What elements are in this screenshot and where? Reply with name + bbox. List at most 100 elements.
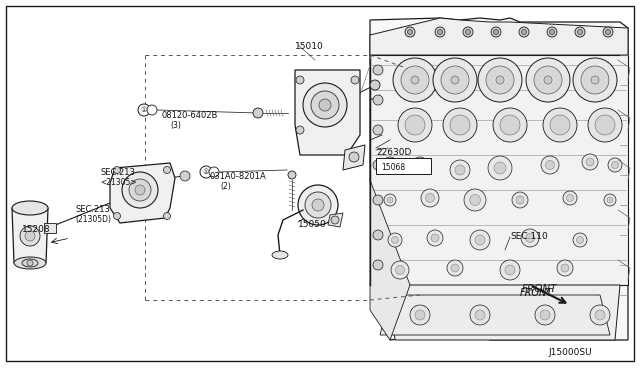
Circle shape [450, 160, 470, 180]
Circle shape [288, 171, 296, 179]
Circle shape [607, 197, 613, 203]
Circle shape [296, 76, 304, 84]
Circle shape [535, 305, 555, 325]
Text: 22630D: 22630D [376, 148, 412, 157]
Circle shape [491, 27, 501, 37]
Text: (21305D): (21305D) [75, 215, 111, 224]
Circle shape [561, 264, 569, 272]
Polygon shape [370, 18, 628, 340]
Circle shape [519, 27, 529, 37]
Circle shape [470, 195, 481, 205]
Circle shape [25, 231, 35, 241]
Circle shape [396, 266, 404, 275]
Ellipse shape [14, 257, 46, 269]
Circle shape [566, 195, 573, 202]
Text: 15050: 15050 [298, 220, 327, 229]
Circle shape [545, 160, 554, 170]
Circle shape [541, 156, 559, 174]
Circle shape [577, 237, 584, 244]
Polygon shape [110, 163, 175, 223]
Circle shape [450, 115, 470, 135]
Circle shape [412, 157, 428, 173]
Ellipse shape [22, 259, 38, 267]
Circle shape [392, 237, 399, 244]
Circle shape [603, 27, 613, 37]
Circle shape [604, 194, 616, 206]
Text: 031A0-8201A: 031A0-8201A [210, 172, 267, 181]
Circle shape [113, 167, 120, 173]
Circle shape [435, 27, 445, 37]
Circle shape [534, 66, 562, 94]
Text: <21305>: <21305> [100, 178, 136, 187]
Ellipse shape [12, 201, 48, 215]
Circle shape [563, 191, 577, 205]
Circle shape [591, 76, 599, 84]
Circle shape [441, 66, 469, 94]
Circle shape [526, 58, 570, 102]
Circle shape [550, 115, 570, 135]
Circle shape [373, 160, 383, 170]
Circle shape [543, 108, 577, 142]
Circle shape [512, 192, 528, 208]
Circle shape [486, 66, 514, 94]
Circle shape [505, 265, 515, 275]
Circle shape [463, 27, 473, 37]
Circle shape [573, 58, 617, 102]
Circle shape [525, 234, 534, 243]
Circle shape [595, 115, 615, 135]
Polygon shape [380, 295, 610, 335]
Circle shape [573, 233, 587, 247]
Text: 08120-6402B: 08120-6402B [162, 111, 218, 120]
Circle shape [493, 108, 527, 142]
Text: J15000SU: J15000SU [548, 348, 591, 357]
Circle shape [373, 230, 383, 240]
Circle shape [349, 152, 359, 162]
Polygon shape [328, 213, 343, 227]
Text: FRONT: FRONT [522, 284, 557, 294]
Circle shape [388, 233, 402, 247]
Circle shape [411, 76, 419, 84]
Circle shape [387, 197, 393, 203]
Circle shape [516, 196, 524, 204]
Circle shape [451, 264, 459, 272]
Circle shape [443, 108, 477, 142]
Circle shape [581, 66, 609, 94]
Circle shape [319, 99, 331, 111]
Circle shape [113, 212, 120, 219]
Circle shape [590, 305, 610, 325]
Circle shape [20, 226, 40, 246]
Circle shape [494, 162, 506, 174]
Circle shape [373, 95, 383, 105]
Polygon shape [12, 208, 48, 263]
Text: FRONT: FRONT [520, 288, 553, 298]
Circle shape [401, 66, 429, 94]
Circle shape [405, 27, 415, 37]
Circle shape [180, 171, 190, 181]
Circle shape [129, 179, 151, 201]
Text: (2): (2) [220, 182, 231, 191]
Circle shape [522, 29, 527, 35]
Text: ①: ① [203, 169, 209, 175]
Text: 15208: 15208 [22, 225, 51, 234]
Circle shape [200, 166, 212, 178]
Circle shape [303, 83, 347, 127]
Circle shape [135, 185, 145, 195]
Circle shape [298, 185, 338, 225]
Circle shape [447, 260, 463, 276]
Circle shape [373, 260, 383, 270]
Text: SEC.110: SEC.110 [510, 232, 548, 241]
Circle shape [122, 172, 158, 208]
Text: 15010: 15010 [295, 42, 324, 51]
Bar [44, 223, 56, 233]
Circle shape [410, 305, 430, 325]
Circle shape [611, 161, 618, 169]
Circle shape [544, 76, 552, 84]
Circle shape [455, 165, 465, 175]
Polygon shape [390, 285, 620, 340]
Bar [376, 158, 431, 174]
Circle shape [382, 157, 398, 173]
Circle shape [588, 108, 622, 142]
Circle shape [415, 310, 425, 320]
Text: SEC.213: SEC.213 [75, 205, 110, 214]
Circle shape [373, 195, 383, 205]
